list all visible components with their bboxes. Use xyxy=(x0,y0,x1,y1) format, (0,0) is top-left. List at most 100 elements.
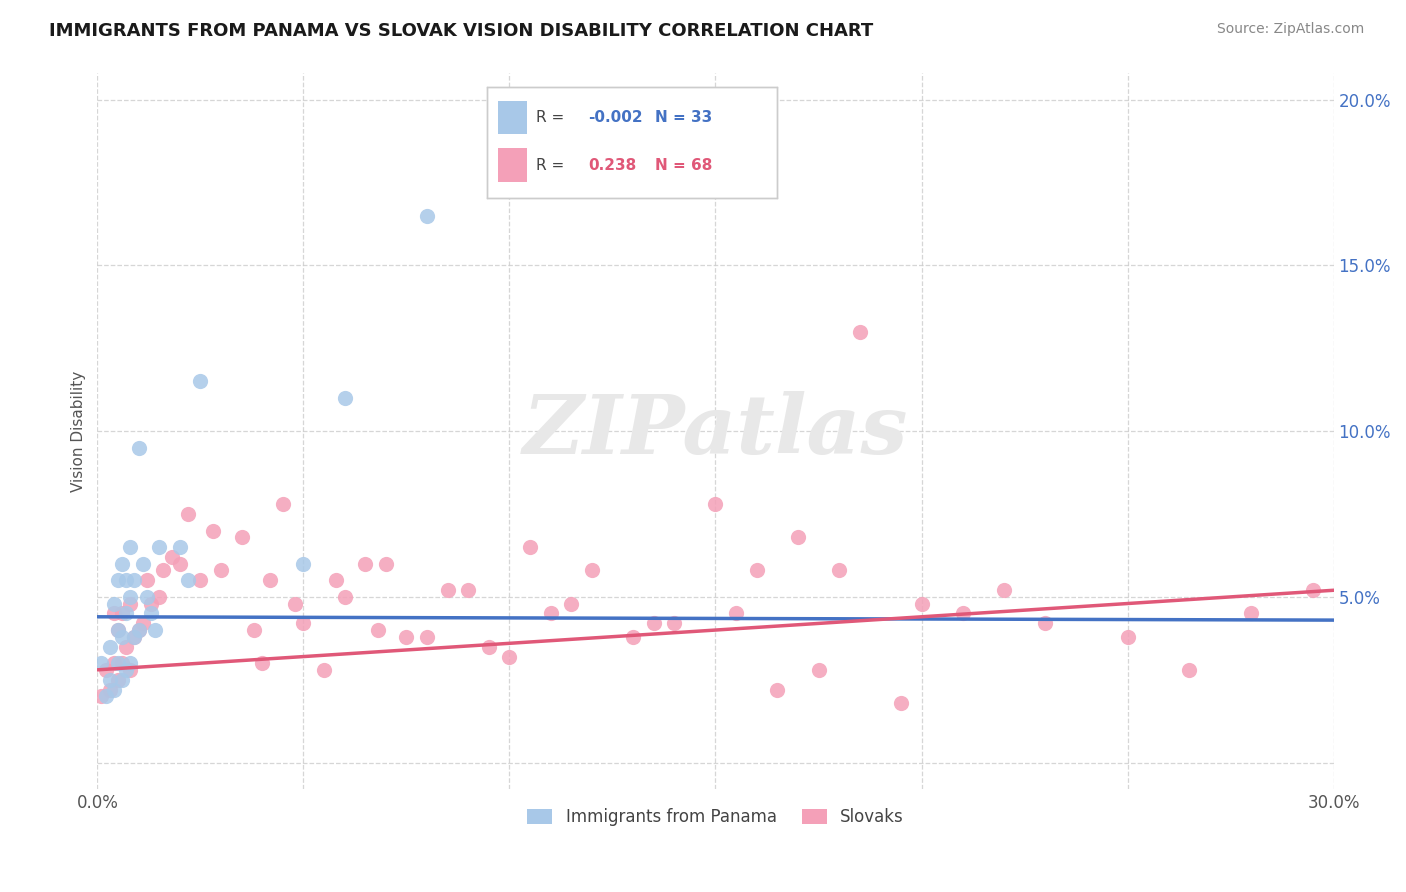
Point xyxy=(177,574,200,588)
Point xyxy=(621,630,644,644)
Point xyxy=(103,607,125,621)
Point xyxy=(1302,583,1324,598)
Point xyxy=(993,583,1015,598)
Y-axis label: Vision Disability: Vision Disability xyxy=(72,370,86,491)
Point xyxy=(90,690,112,704)
Point xyxy=(807,663,830,677)
Text: ZIPatlas: ZIPatlas xyxy=(523,391,908,471)
Point xyxy=(107,574,129,588)
Point xyxy=(201,524,224,538)
Point xyxy=(139,607,162,621)
Legend: Immigrants from Panama, Slovaks: Immigrants from Panama, Slovaks xyxy=(519,800,912,835)
Point xyxy=(540,607,562,621)
Point xyxy=(111,657,134,671)
Point xyxy=(643,616,665,631)
Point xyxy=(152,563,174,577)
Point xyxy=(111,673,134,687)
Point xyxy=(124,630,146,644)
Point xyxy=(115,663,138,677)
Point xyxy=(107,623,129,637)
Text: Source: ZipAtlas.com: Source: ZipAtlas.com xyxy=(1216,22,1364,37)
Point xyxy=(766,682,789,697)
Point xyxy=(1178,663,1201,677)
Point xyxy=(395,630,418,644)
Point xyxy=(231,530,253,544)
Point xyxy=(128,623,150,637)
Point xyxy=(704,497,727,511)
Point xyxy=(94,663,117,677)
Point xyxy=(333,391,356,405)
Point xyxy=(190,375,212,389)
Point xyxy=(148,540,170,554)
Point xyxy=(292,616,315,631)
Point xyxy=(374,557,396,571)
Point xyxy=(94,690,117,704)
Point xyxy=(284,597,307,611)
Point xyxy=(581,563,603,577)
Point xyxy=(259,574,281,588)
Point xyxy=(160,550,183,565)
Point xyxy=(498,649,520,664)
Point xyxy=(416,209,439,223)
Point xyxy=(111,607,134,621)
Point xyxy=(98,640,121,654)
Point xyxy=(725,607,748,621)
Point xyxy=(745,563,768,577)
Point xyxy=(115,640,138,654)
Point xyxy=(98,673,121,687)
Point xyxy=(115,607,138,621)
Point xyxy=(292,557,315,571)
Point xyxy=(787,530,810,544)
Point xyxy=(111,630,134,644)
Point xyxy=(664,616,686,631)
Point xyxy=(143,623,166,637)
Point xyxy=(169,557,191,571)
Point xyxy=(120,657,142,671)
Point xyxy=(120,597,142,611)
Point xyxy=(952,607,974,621)
Point xyxy=(457,583,479,598)
Point xyxy=(128,441,150,455)
Point xyxy=(103,657,125,671)
Point xyxy=(135,590,157,604)
Point xyxy=(120,590,142,604)
Text: IMMIGRANTS FROM PANAMA VS SLOVAK VISION DISABILITY CORRELATION CHART: IMMIGRANTS FROM PANAMA VS SLOVAK VISION … xyxy=(49,22,873,40)
Point xyxy=(135,574,157,588)
Point xyxy=(312,663,335,677)
Point xyxy=(124,630,146,644)
Point xyxy=(890,696,912,710)
Point xyxy=(115,574,138,588)
Point xyxy=(177,507,200,521)
Point xyxy=(209,563,232,577)
Point xyxy=(120,540,142,554)
Point xyxy=(124,574,146,588)
Point xyxy=(90,657,112,671)
Point xyxy=(367,623,389,637)
Point xyxy=(1240,607,1263,621)
Point xyxy=(436,583,458,598)
Point xyxy=(243,623,266,637)
Point xyxy=(131,557,153,571)
Point xyxy=(103,682,125,697)
Point xyxy=(1033,616,1056,631)
Point xyxy=(560,597,582,611)
Point xyxy=(1116,630,1139,644)
Point xyxy=(107,657,129,671)
Point xyxy=(910,597,932,611)
Point xyxy=(190,574,212,588)
Point xyxy=(354,557,377,571)
Point xyxy=(250,657,273,671)
Point xyxy=(103,597,125,611)
Point xyxy=(98,682,121,697)
Point xyxy=(848,325,870,339)
Point xyxy=(111,557,134,571)
Point xyxy=(139,597,162,611)
Point xyxy=(120,663,142,677)
Point xyxy=(478,640,501,654)
Point xyxy=(828,563,851,577)
Point xyxy=(519,540,541,554)
Point xyxy=(128,623,150,637)
Point xyxy=(271,497,294,511)
Point xyxy=(131,616,153,631)
Point xyxy=(148,590,170,604)
